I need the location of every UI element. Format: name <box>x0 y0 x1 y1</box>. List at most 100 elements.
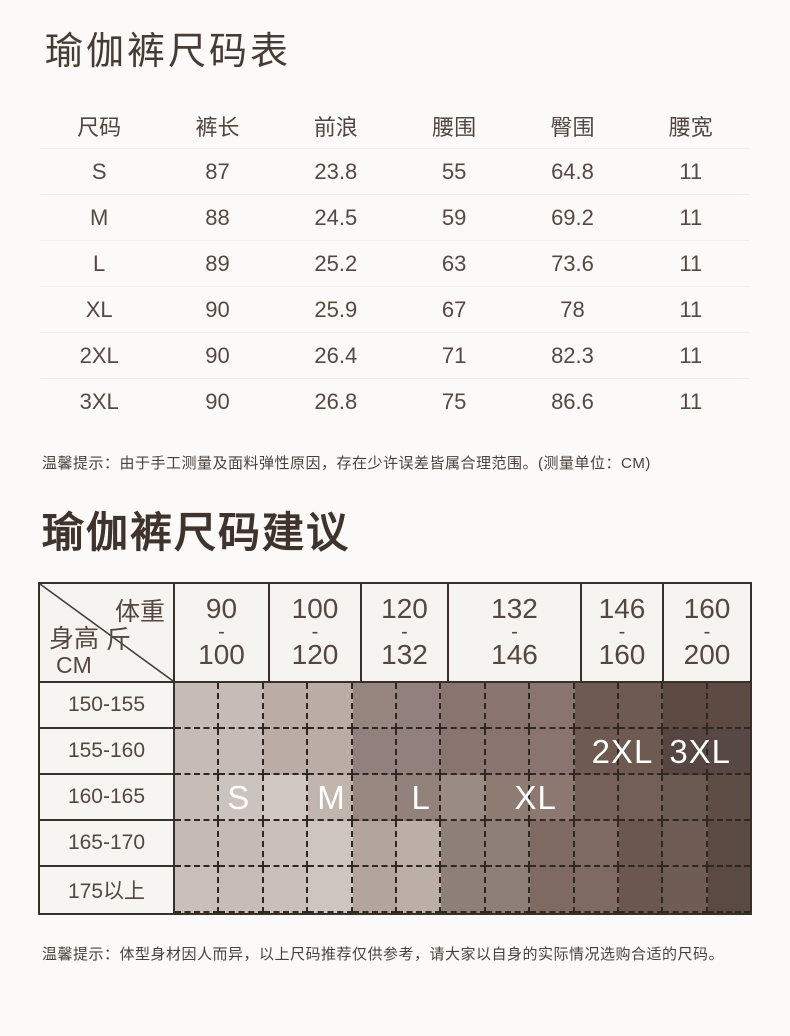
mosaic-cell <box>396 728 442 775</box>
mosaic-cell <box>352 728 397 775</box>
mosaic-cell <box>352 774 397 821</box>
weight-range-header: 132-146 <box>449 583 582 681</box>
range-separator: - <box>703 621 711 644</box>
size-table-cell: 67 <box>441 296 467 322</box>
size-table-cell: 25.9 <box>314 296 358 322</box>
mosaic-cell <box>485 866 531 913</box>
weight-range-max: 200 <box>683 639 731 671</box>
size-table-cell: 63 <box>441 250 467 276</box>
corner-height-label: 身高 <box>49 624 100 653</box>
mosaic-cell <box>396 866 442 913</box>
corner-height-unit: CM <box>56 651 92 678</box>
mosaic-cell <box>663 866 708 913</box>
weight-range-min: 100 <box>291 592 339 624</box>
mosaic-cell <box>574 820 619 867</box>
weight-range-max: 132 <box>381 639 428 671</box>
height-range-label: 160-165 <box>40 775 173 821</box>
mosaic-row <box>175 774 751 821</box>
weight-range-max: 160 <box>598 639 646 671</box>
mosaic-cell <box>530 682 575 729</box>
mosaic-cell <box>308 774 353 821</box>
mosaic-cell <box>308 728 353 775</box>
size-table-title: 瑜伽裤尺码表 <box>45 31 292 73</box>
size-table-cell: 64.8 <box>551 158 594 184</box>
weight-range-header: 160-200 <box>664 584 750 681</box>
size-table-row: XL 90 25.9 67 78 11 <box>40 286 750 332</box>
weight-range-max: 146 <box>491 639 538 671</box>
mosaic-cell <box>396 820 442 867</box>
height-range-label: 175以上 <box>67 879 146 903</box>
mosaic-cell <box>219 728 264 775</box>
mosaic-cell <box>263 866 309 913</box>
size-table-cell: 11 <box>679 296 703 322</box>
size-table-cell: 25.2 <box>314 250 358 276</box>
mosaic-cell <box>618 820 664 867</box>
mosaic-cell <box>663 728 708 775</box>
size-table-cell: 26.4 <box>314 342 358 368</box>
mosaic-cell <box>263 728 309 775</box>
height-range-label: 155-160 <box>40 729 173 775</box>
size-table: 尺码 裤长 前浪 腰围 臀围 腰宽 S 87 23.8 55 64.8 11 M 88 24.5 59 69.… <box>40 103 750 424</box>
mosaic-cell <box>618 682 664 729</box>
size-table-cell: 73.6 <box>551 250 594 276</box>
mosaic-cell <box>219 820 264 867</box>
size-table-cell: 11 <box>679 388 703 414</box>
mosaic-cell <box>707 728 751 775</box>
mosaic-cell <box>263 820 309 867</box>
mosaic-row <box>175 728 751 775</box>
mosaic-cell <box>308 682 353 729</box>
mosaic-cell <box>352 682 397 729</box>
size-table-cell: 87 <box>205 158 230 184</box>
mosaic-cell <box>707 866 751 913</box>
mosaic-cell <box>485 682 531 729</box>
mosaic-cell <box>308 820 353 867</box>
size-table-cell: 2XL <box>79 342 119 368</box>
mosaic-cell <box>530 728 575 775</box>
weight-range-min: 120 <box>381 592 428 624</box>
mosaic-cell <box>707 820 751 867</box>
mosaic-cell <box>441 820 486 867</box>
range-separator: - <box>618 621 626 644</box>
size-table-column-header: 臀围 <box>550 114 595 140</box>
mosaic-cell <box>485 728 531 775</box>
size-table-row: M 88 24.5 59 69.2 11 <box>40 194 750 240</box>
size-table-cell: 90 <box>205 342 230 368</box>
size-table-cell: 69.2 <box>551 204 594 230</box>
size-table-column-header: 裤长 <box>195 114 240 140</box>
size-table-column-header: 腰宽 <box>668 114 713 140</box>
weight-range-header: 146-160 <box>582 583 664 681</box>
size-table-cell: L <box>93 250 106 276</box>
mosaic-cell <box>175 774 220 821</box>
mosaic-cell <box>574 774 619 821</box>
recommend-table-note: 温馨提示：体型身材因人而异，以上尺码推荐仅供参考，请大家以自身的实际情况选购合适… <box>42 945 725 963</box>
mosaic-cell <box>441 682 486 729</box>
mosaic-cell <box>441 728 486 775</box>
mosaic-cell <box>707 774 751 821</box>
size-table-cell: 89 <box>205 250 230 276</box>
size-table-cell: 3XL <box>79 388 119 414</box>
size-table-row: L 89 25.2 63 73.6 11 <box>40 240 750 286</box>
mosaic-cell <box>175 728 220 775</box>
mosaic-row <box>175 820 751 867</box>
mosaic-cell <box>618 728 664 775</box>
range-separator: - <box>511 621 518 644</box>
mosaic-cell <box>352 820 397 867</box>
weight-range-min: 90 <box>205 592 238 624</box>
recommend-table: 体重 斤 身高 CM 90-100 100-120 120-132 132-146 14… <box>38 581 752 915</box>
mosaic-cell <box>175 820 220 867</box>
range-separator: - <box>401 621 408 644</box>
mosaic-cell <box>175 682 220 729</box>
weight-range-min: 132 <box>491 592 538 624</box>
height-range-label: 165-170 <box>40 821 173 867</box>
size-table-header-row: 尺码 裤长 前浪 腰围 臀围 腰宽 <box>40 103 750 148</box>
size-table-cell: 86.6 <box>551 388 594 414</box>
recommend-table-title: 瑜伽裤尺码建议 <box>42 509 351 557</box>
mosaic-cell <box>530 774 575 821</box>
range-separator: - <box>311 621 319 644</box>
weight-range-max: 120 <box>291 639 339 671</box>
size-table-cell: 71 <box>441 342 467 368</box>
mosaic-cell <box>574 682 619 729</box>
mosaic-cell <box>441 866 486 913</box>
range-separator: - <box>218 621 225 644</box>
weight-range-header: 120-132 <box>362 583 449 681</box>
